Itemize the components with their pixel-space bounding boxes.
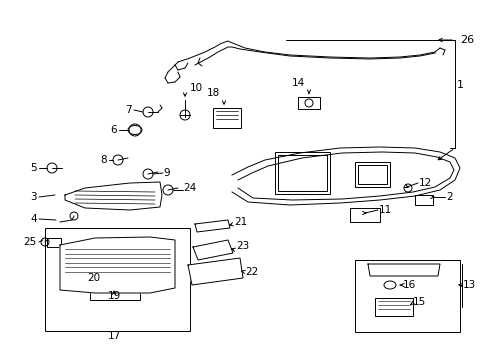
Text: 9: 9 xyxy=(163,168,169,178)
Bar xyxy=(374,298,412,316)
Bar xyxy=(278,155,326,191)
Text: 19: 19 xyxy=(107,291,121,301)
Text: 3: 3 xyxy=(30,192,37,202)
Bar xyxy=(47,238,61,247)
Polygon shape xyxy=(193,240,232,260)
Bar xyxy=(297,97,319,109)
Text: 25: 25 xyxy=(24,237,37,247)
Bar xyxy=(213,108,241,128)
Text: 21: 21 xyxy=(234,217,247,227)
Polygon shape xyxy=(195,220,229,232)
Text: 18: 18 xyxy=(206,88,219,98)
Text: 15: 15 xyxy=(412,297,426,307)
Polygon shape xyxy=(60,237,175,293)
Text: 1: 1 xyxy=(456,80,463,90)
Polygon shape xyxy=(367,264,439,276)
Text: 12: 12 xyxy=(418,178,431,188)
Text: 20: 20 xyxy=(87,273,100,283)
Text: 7: 7 xyxy=(125,105,132,115)
Text: 4: 4 xyxy=(30,214,37,224)
Text: 10: 10 xyxy=(189,83,202,93)
Polygon shape xyxy=(187,258,243,285)
Bar xyxy=(90,283,140,300)
Bar xyxy=(349,208,379,222)
Bar xyxy=(414,195,432,205)
Text: 17: 17 xyxy=(107,331,121,341)
Polygon shape xyxy=(65,182,162,210)
Text: 8: 8 xyxy=(100,155,107,165)
Text: 22: 22 xyxy=(244,267,258,277)
Bar xyxy=(354,162,389,187)
Bar xyxy=(354,260,459,332)
Text: 23: 23 xyxy=(236,241,249,251)
Text: 16: 16 xyxy=(402,280,415,290)
Text: 14: 14 xyxy=(291,78,304,88)
Text: 26: 26 xyxy=(459,35,473,45)
Bar xyxy=(45,228,190,331)
Text: 2: 2 xyxy=(445,192,452,202)
Bar xyxy=(274,152,329,194)
Text: 13: 13 xyxy=(462,280,475,290)
Text: 11: 11 xyxy=(378,205,391,215)
Text: 24: 24 xyxy=(183,183,196,193)
Text: 5: 5 xyxy=(30,163,37,173)
Text: 6: 6 xyxy=(110,125,117,135)
Bar xyxy=(357,165,386,184)
